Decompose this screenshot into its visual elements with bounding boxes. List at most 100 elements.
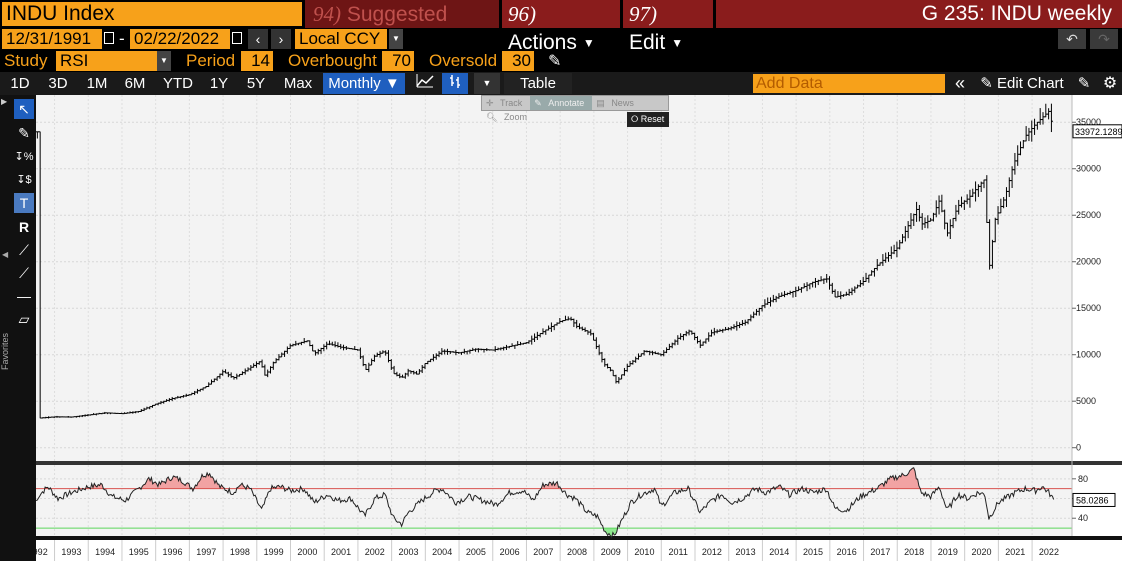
x-tick-label: 2015 xyxy=(803,547,823,557)
trendline-icon[interactable]: ⟋ xyxy=(19,242,29,258)
pencil-icon: ✎ xyxy=(980,75,998,92)
end-date-input[interactable]: 02/22/2022 xyxy=(130,29,230,49)
oversold-input[interactable]: 30 xyxy=(502,51,534,71)
expand-arrow-icon[interactable]: ▶ xyxy=(1,97,8,106)
chart-type-dropdown-icon[interactable]: ▼ xyxy=(474,73,500,94)
calendar-icon[interactable] xyxy=(104,32,114,44)
y-tick-label: 5000 xyxy=(1076,396,1096,406)
ray-line-icon[interactable]: ⟋ xyxy=(19,265,29,281)
annotate-mode-button[interactable]: ✎ Annotate xyxy=(530,96,593,110)
y-tick-label: 25000 xyxy=(1076,210,1101,220)
overbought-input[interactable]: 70 xyxy=(382,51,414,71)
range-max-button[interactable]: Max xyxy=(283,75,313,92)
last-rsi-box xyxy=(1072,492,1116,507)
rsi-overbought-fill xyxy=(878,467,922,489)
axis-divider xyxy=(36,536,1122,540)
edit-chart-button[interactable]: ✎ Edit Chart xyxy=(976,73,1068,94)
settings-gear-icon[interactable]: ⚙ xyxy=(1102,75,1118,92)
y-tick-label: 30000 xyxy=(1076,164,1101,174)
text-tool-icon[interactable]: T xyxy=(14,193,34,213)
cursor-icon[interactable]: ↖ xyxy=(14,99,34,119)
period-input[interactable]: 14 xyxy=(241,51,273,71)
collapse-icon[interactable]: « xyxy=(954,73,965,93)
pencil-icon[interactable]: ✎ xyxy=(548,53,562,70)
calendar-icon[interactable] xyxy=(232,32,242,44)
rsi-panel xyxy=(36,464,1072,536)
range-1y-button[interactable]: 1Y xyxy=(209,75,229,92)
next-period-button[interactable]: › xyxy=(271,29,291,49)
x-tick-label: 2010 xyxy=(634,547,654,557)
x-tick-label: 1992 xyxy=(36,547,48,557)
currency-dropdown-icon[interactable]: ▼ xyxy=(389,29,403,49)
channel-icon[interactable]: ▱ xyxy=(18,311,30,327)
rsi-oversold-fill xyxy=(603,528,619,538)
horizontal-line-icon[interactable]: — xyxy=(17,288,31,304)
drawing-toolbar: ▶ ↖ ✎ ↧% ↧$ T R ⟋ ⟋ — ▱ Favorites ◀ xyxy=(0,95,36,561)
range-1m-button[interactable]: 1M xyxy=(86,75,108,92)
add-data-input[interactable]: Add Data xyxy=(753,74,945,93)
x-tick-label: 1994 xyxy=(95,547,115,557)
range-6m-button[interactable]: 6M xyxy=(124,75,146,92)
retracement-tool-icon[interactable]: R xyxy=(18,219,30,235)
annotate-icon[interactable]: ✎ xyxy=(1077,75,1091,92)
x-tick-label: 1998 xyxy=(230,547,250,557)
bar-chart-icon[interactable] xyxy=(442,73,468,94)
currency-select[interactable]: Local CCY xyxy=(295,29,387,49)
annotate-label: Annotate xyxy=(548,98,585,108)
prev-period-button[interactable]: ‹ xyxy=(248,29,268,49)
edit-menu[interactable]: 97) Edit ▼ xyxy=(623,0,713,54)
frequency-select[interactable]: Monthly ▼ xyxy=(323,73,405,94)
news-mode-button[interactable]: ▤ News xyxy=(592,96,642,110)
dollar-tool-icon[interactable]: ↧$ xyxy=(16,174,32,186)
range-1d-button[interactable]: 1D xyxy=(10,75,30,92)
y-tick-label: 0 xyxy=(1076,443,1081,453)
x-axis xyxy=(36,540,1122,561)
x-tick-label: 2021 xyxy=(1005,547,1025,557)
x-tick-label: 1993 xyxy=(61,547,81,557)
track-mode-button[interactable]: ✛ Track xyxy=(482,96,530,110)
x-tick-label: 1996 xyxy=(163,547,183,557)
ticker-field[interactable]: INDU Index xyxy=(2,2,302,26)
actions-menu[interactable]: 96) Actions ▼ xyxy=(502,0,620,54)
range-3d-button[interactable]: 3D xyxy=(48,75,68,92)
table-button[interactable]: Table xyxy=(504,73,572,94)
x-tick-label: 2011 xyxy=(668,547,687,557)
period-label: Period xyxy=(186,51,236,70)
zoom-mode-button[interactable]: 🔍︎ Zoom xyxy=(482,110,535,124)
y-tick-label: 35000 xyxy=(1076,117,1101,127)
study-dropdown-icon[interactable]: ▼ xyxy=(157,51,171,71)
x-tick-label: 2009 xyxy=(601,547,621,557)
x-tick-label: 2022 xyxy=(1039,547,1059,557)
date-range-bar: 12/31/1991 - 02/22/2022 ‹ › Local CCY ▼ … xyxy=(0,28,1122,50)
line-chart-icon[interactable] xyxy=(410,73,440,94)
rsi-y-tick-label: 80 xyxy=(1078,474,1088,484)
x-tick-label: 2016 xyxy=(837,547,857,557)
x-tick-label: 2006 xyxy=(500,547,520,557)
undo-button[interactable]: ↶ xyxy=(1058,29,1086,49)
caret-down-icon: ▼ xyxy=(582,36,595,51)
y-tick-label: 20000 xyxy=(1076,257,1101,267)
rsi-series-line xyxy=(36,467,1055,539)
x-tick-label: 2013 xyxy=(736,547,756,557)
favorites-label: Favorites xyxy=(0,332,10,370)
x-tick-label: 2005 xyxy=(466,547,486,557)
start-date-input[interactable]: 12/31/1991 xyxy=(2,29,102,49)
price-chart[interactable]: 0 5000 10000 15000 20000 25000 30000 3500033972… xyxy=(36,95,1122,561)
reset-button[interactable]: ⭘ Reset xyxy=(627,112,669,127)
panel-divider[interactable] xyxy=(36,461,1122,465)
edit-chart-label: Edit Chart xyxy=(997,75,1064,92)
favorites-arrow-icon[interactable]: ◀ xyxy=(2,250,9,259)
x-tick-label: 2000 xyxy=(297,547,317,557)
redo-button[interactable]: ↷ xyxy=(1090,29,1118,49)
suggested-charts-menu[interactable]: 94) Suggested Charts xyxy=(305,0,499,54)
actions-number: 96) xyxy=(508,2,536,26)
chart-title: G 235: INDU weekly xyxy=(716,0,1122,28)
x-tick-label: 2012 xyxy=(702,547,722,557)
percent-tool-icon[interactable]: ↧% xyxy=(14,151,34,163)
pen-icon[interactable]: ✎ xyxy=(18,125,30,141)
range-5y-button[interactable]: 5Y xyxy=(246,75,266,92)
range-ytd-button[interactable]: YTD xyxy=(163,75,193,92)
x-tick-label: 2002 xyxy=(365,547,385,557)
study-select[interactable]: RSI xyxy=(56,51,158,71)
chart-mode-toolbar: ✛ Track ✎ Annotate ▤ News 🔍︎ Zoom xyxy=(481,95,669,122)
